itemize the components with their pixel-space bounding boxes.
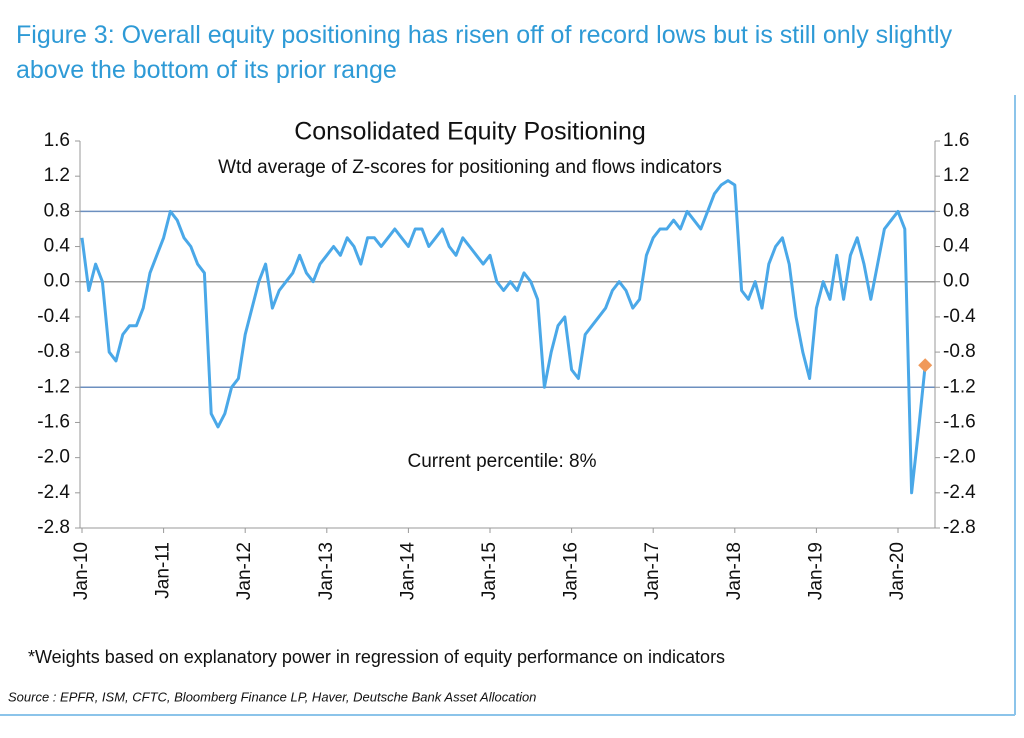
- x-tick-label: Jan-17: [642, 542, 663, 600]
- chart-title: Consolidated Equity Positioning: [294, 118, 646, 146]
- y2-tick-label: -0.8: [943, 341, 976, 362]
- annotation: Current percentile: 8%: [407, 451, 596, 472]
- figure-title: Figure 3: Overall equity positioning has…: [16, 21, 953, 84]
- y-tick-label: 0.0: [44, 271, 70, 292]
- y2-tick-label: 1.2: [943, 165, 969, 186]
- y-tick-label: -2.0: [37, 447, 70, 468]
- footnote: *Weights based on explanatory power in r…: [28, 647, 725, 667]
- last-point-marker: [918, 358, 933, 373]
- y-tick-label: -0.8: [37, 341, 70, 362]
- header: Figure 3: Overall equity positioning has…: [16, 21, 953, 84]
- y2-tick-label: 0.4: [943, 236, 970, 257]
- y2-tick-label: -2.8: [943, 517, 976, 538]
- x-tick-label: Jan-14: [397, 542, 418, 601]
- y2-tick-label: -2.4: [943, 482, 976, 503]
- x-tick-label: Jan-19: [805, 542, 826, 600]
- x-tick-label: Jan-15: [479, 542, 500, 600]
- x-tick-label: Jan-11: [153, 542, 174, 599]
- y-tick-label: 0.4: [44, 236, 71, 257]
- y2-tick-label: 0.0: [943, 271, 969, 292]
- y-tick-label: -2.8: [37, 517, 70, 538]
- y2-tick-label: -0.4: [943, 306, 976, 327]
- y-tick-label: -1.2: [37, 376, 70, 397]
- y-tick-label: -2.4: [37, 482, 70, 503]
- y-tick-label: 0.8: [44, 200, 70, 221]
- x-tick-label: Jan-13: [316, 542, 337, 600]
- x-tick-label: Jan-18: [724, 542, 745, 600]
- x-tick-label: Jan-12: [234, 542, 255, 600]
- y2-tick-label: -2.0: [943, 447, 976, 468]
- y2-tick-label: 1.6: [943, 130, 969, 151]
- x-tick-label: Jan-20: [887, 542, 908, 600]
- y2-tick-label: 0.8: [943, 200, 969, 221]
- chart-subtitle: Wtd average of Z-scores for positioning …: [218, 157, 722, 178]
- y-tick-label: -0.4: [37, 306, 70, 327]
- y-tick-label: 1.2: [44, 165, 70, 186]
- series-line: [80, 179, 927, 495]
- y2-tick-label: -1.2: [943, 376, 976, 397]
- y2-tick-label: -1.6: [943, 411, 976, 432]
- source: Source : EPFR, ISM, CFTC, Bloomberg Fina…: [8, 689, 536, 704]
- x-tick-label: Jan-16: [561, 542, 582, 600]
- x-tick-label: Jan-10: [71, 542, 92, 600]
- y-tick-label: -1.6: [37, 411, 70, 432]
- y-tick-label: 1.6: [44, 130, 70, 151]
